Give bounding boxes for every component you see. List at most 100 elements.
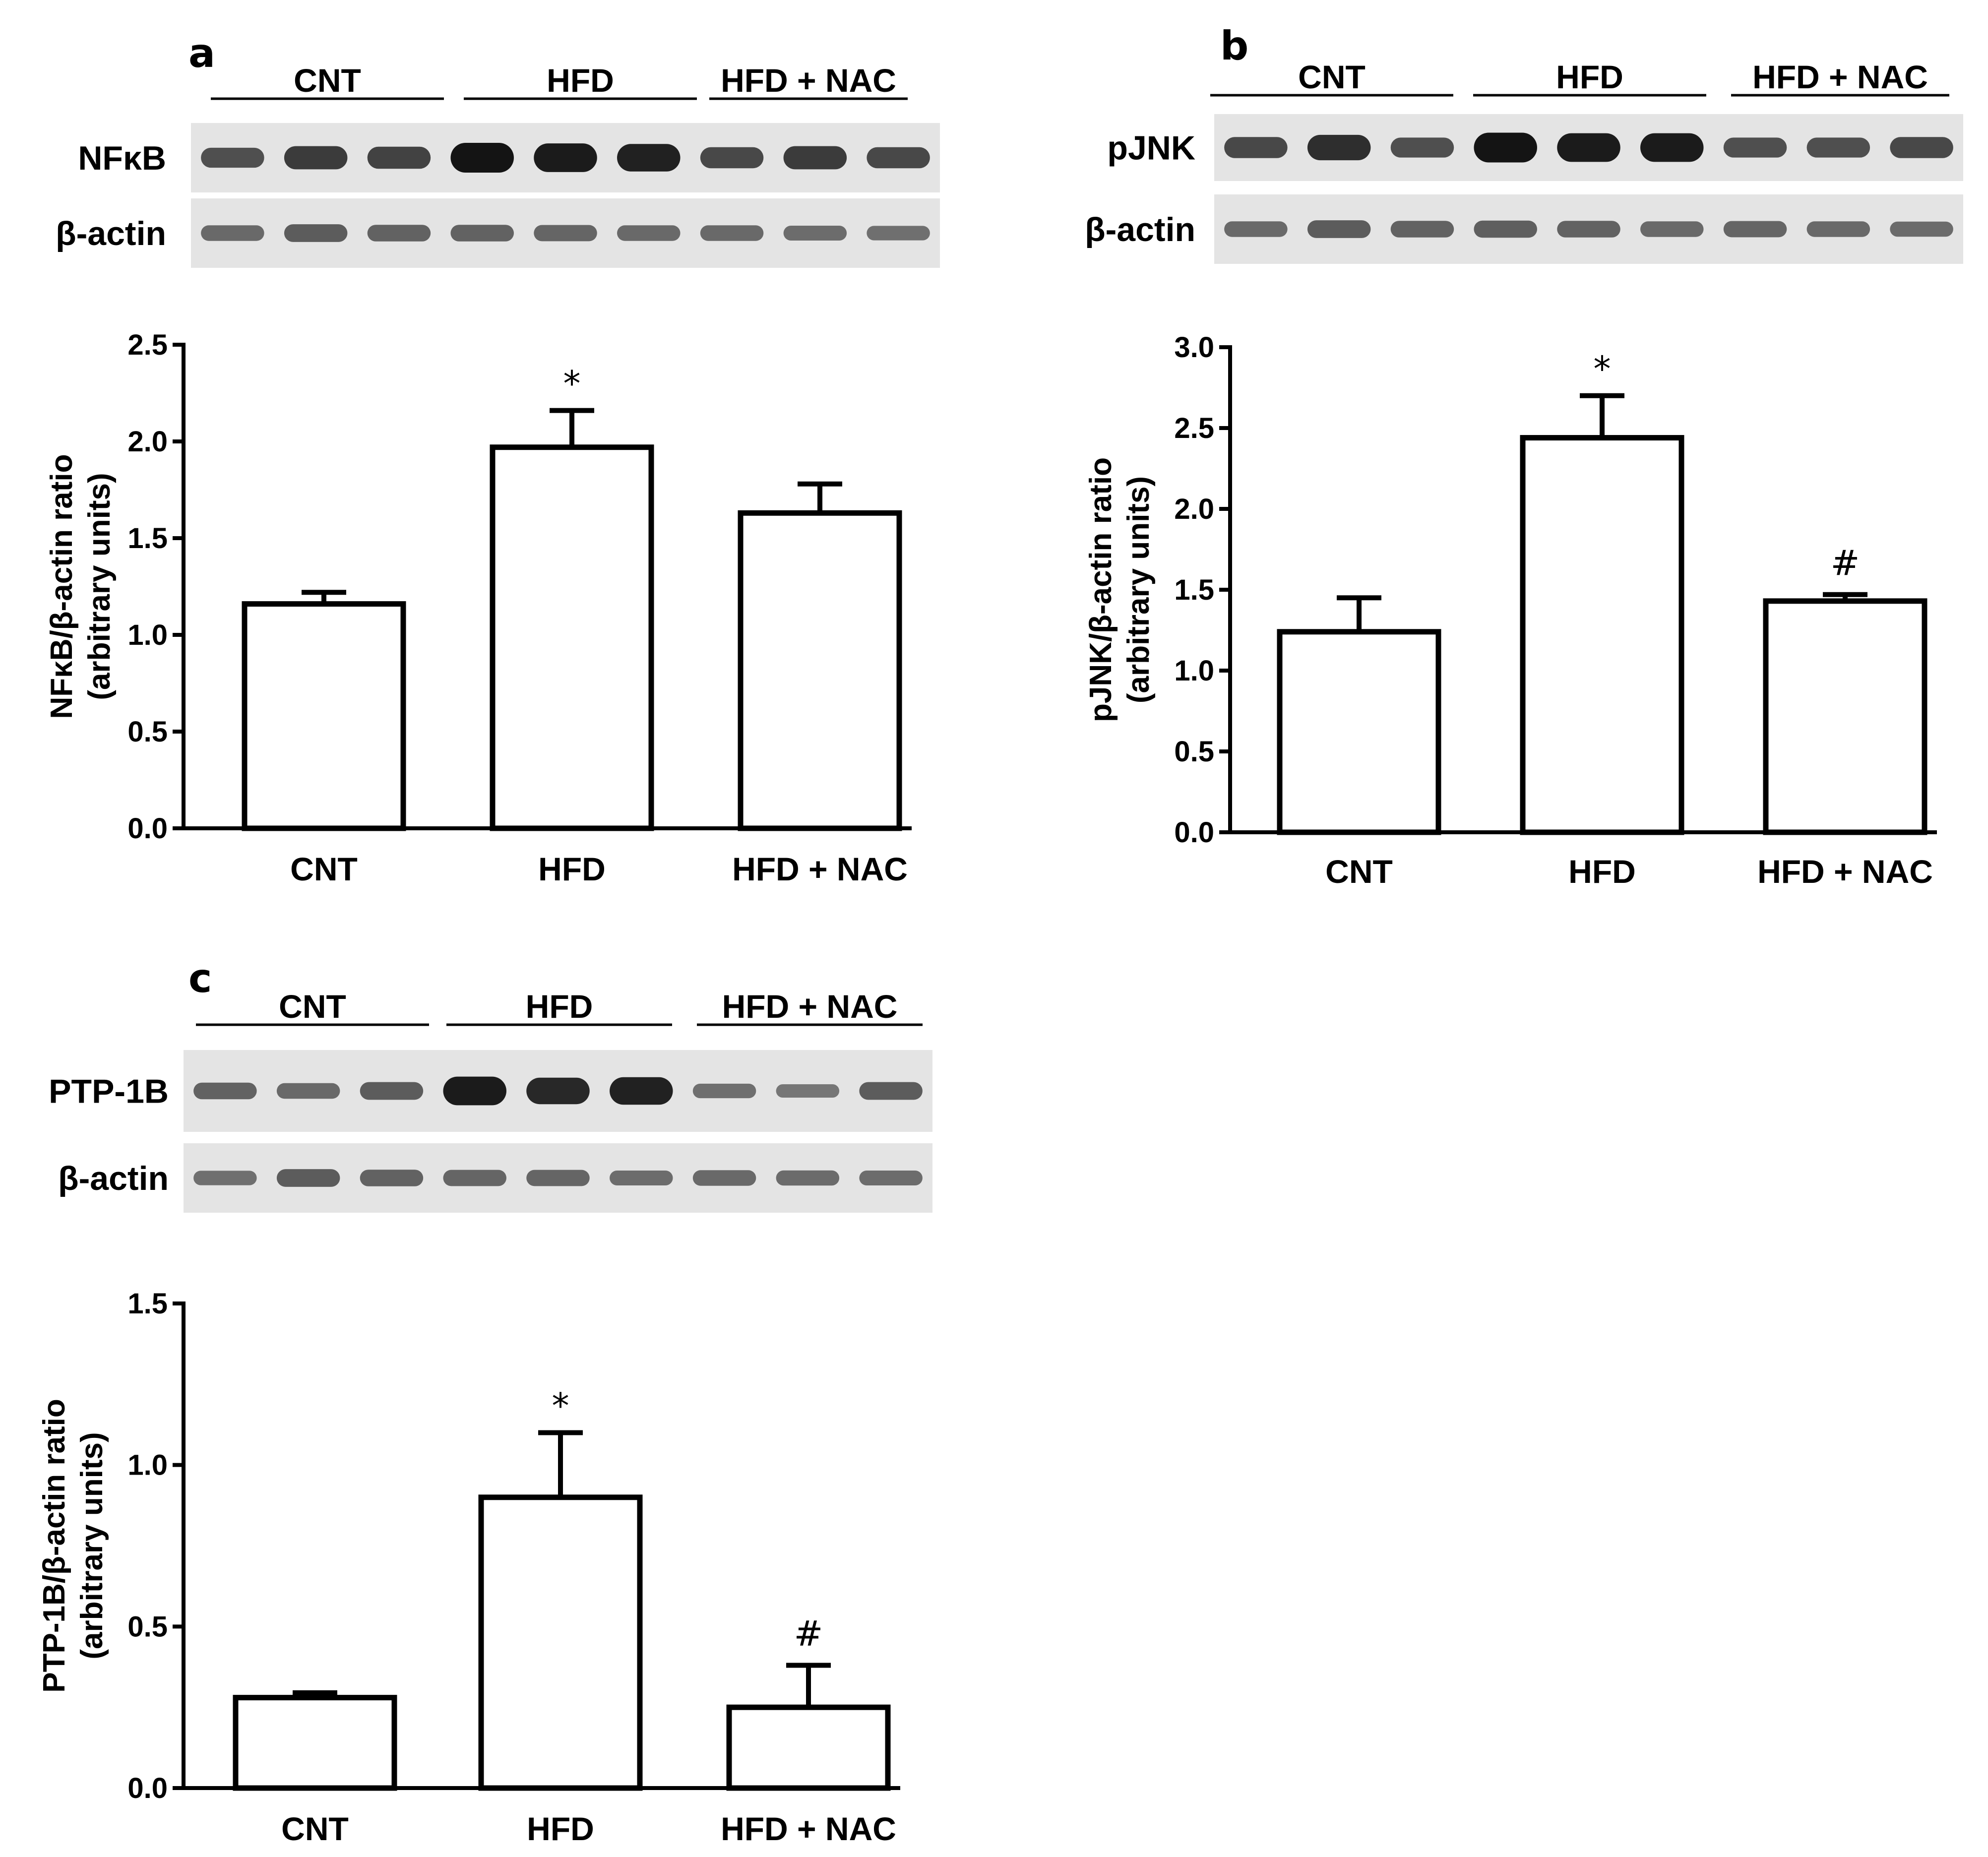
blot-band — [284, 224, 348, 242]
blot-band — [1474, 220, 1537, 238]
blot-band — [1723, 221, 1787, 238]
y-tick-label: 1.0 — [127, 1449, 168, 1482]
blot-band — [776, 1170, 840, 1186]
blot-band — [859, 1170, 923, 1186]
blot-band — [526, 1170, 590, 1186]
y-tick-label: 1.0 — [127, 619, 168, 651]
bar — [1763, 598, 1927, 835]
blot-row-label: β-actin — [56, 215, 166, 252]
blot-group-label: HFD — [1556, 59, 1623, 95]
significance-marker: * — [1594, 349, 1611, 389]
y-tick-label: 1.5 — [127, 1288, 168, 1320]
blot-band — [534, 143, 597, 172]
bar-chart: CNT * HFD HFD + NAC 0.0 0.5 1.0 1.5 2.0 2.5 NFκB/β… — [45, 329, 912, 887]
blot-band — [360, 1170, 424, 1186]
blot-band — [617, 144, 681, 172]
x-tick-label: CNT — [1325, 853, 1393, 890]
x-tick-label: HFD + NAC — [732, 851, 908, 887]
blot-band — [617, 225, 681, 241]
y-tick-label: 1.5 — [1174, 574, 1214, 606]
y-tick-label: 3.0 — [1174, 331, 1214, 364]
y-tick-label: 2.5 — [127, 329, 168, 361]
x-tick-label: CNT — [290, 851, 358, 887]
y-tick-label: 1.5 — [127, 522, 168, 555]
blot-band — [1224, 137, 1288, 158]
blot-row-label: pJNK — [1107, 129, 1195, 167]
bar — [490, 444, 654, 831]
y-axis-label-line: (arbitrary units) — [82, 473, 117, 700]
blot-row-label: β-actin — [1085, 211, 1195, 248]
blot-band — [276, 1083, 340, 1099]
blot-band — [201, 225, 264, 241]
y-tick-label: 1.0 — [1174, 655, 1214, 687]
blot-band — [783, 146, 847, 170]
x-tick-label: HFD — [1568, 853, 1636, 890]
blot-band — [360, 1082, 424, 1100]
blot-band — [276, 1169, 340, 1187]
blot-band — [534, 225, 597, 242]
blot-band — [610, 1077, 673, 1105]
x-tick-label: HFD + NAC — [1757, 853, 1933, 890]
y-tick-label: 0.5 — [127, 716, 168, 748]
panel-label: b — [1220, 23, 1248, 69]
blot-group-label: CNT — [279, 988, 346, 1025]
blot-band — [776, 1084, 840, 1098]
y-tick-label: 0.0 — [127, 812, 168, 845]
blot-band — [367, 146, 431, 169]
bar-chart: CNT * HFD # HFD + NAC 0.0 0.5 1.0 1.5 PTP-1B/β-ac… — [37, 1288, 900, 1847]
y-tick-label: 2.0 — [127, 426, 168, 458]
blot-band — [193, 1171, 257, 1185]
y-tick-label: 0.0 — [1174, 816, 1214, 849]
y-axis-label: PTP-1B/β-actin ratio (arbitrary units) — [37, 1399, 109, 1692]
blot-band — [1390, 137, 1454, 158]
blot-band — [443, 1170, 506, 1186]
blot-band — [700, 147, 764, 169]
blot-band — [1474, 132, 1537, 163]
blot-band — [1806, 221, 1870, 237]
x-tick-label: HFD — [538, 851, 606, 887]
blot-band — [859, 1082, 923, 1100]
significance-marker: # — [794, 1613, 823, 1654]
y-axis-label: pJNK/β-actin ratio (arbitrary units) — [1084, 457, 1156, 722]
y-tick-label: 0.0 — [127, 1772, 168, 1804]
blot-group-label: HFD — [526, 988, 593, 1025]
blot-group-label: HFD + NAC — [721, 62, 896, 99]
y-axis-label-line: NFκB/β-actin ratio — [45, 454, 79, 719]
significance-marker: # — [1831, 543, 1860, 583]
blot-band — [783, 225, 847, 241]
blot-row-label: NFκB — [78, 139, 166, 177]
bar — [233, 1695, 397, 1791]
y-axis-label-line: (arbitrary units) — [75, 1432, 109, 1659]
bar-chart: CNT * HFD # HFD + NAC 0.0 0.5 1.0 1.5 2.0 2.5 3.0 pJ… — [1084, 331, 1937, 890]
y-tick-label: 0.5 — [127, 1610, 168, 1643]
significance-marker: * — [563, 364, 581, 404]
bar — [1277, 629, 1441, 835]
bar — [242, 601, 406, 831]
blot-group-label: CNT — [1298, 59, 1366, 95]
y-tick-label: 2.5 — [1174, 412, 1214, 444]
blot-band — [1890, 137, 1953, 158]
blot-band — [1390, 221, 1454, 238]
y-tick-label: 0.5 — [1174, 736, 1214, 768]
blot-band — [1557, 221, 1620, 238]
blot-band — [1307, 220, 1371, 238]
y-axis-label: NFκB/β-actin ratio (arbitrary units) — [45, 454, 117, 719]
blot-band — [450, 143, 514, 173]
blot-row-label: β-actin — [58, 1160, 169, 1197]
blot-band — [1890, 221, 1953, 237]
y-axis-label-line: PTP-1B/β-actin ratio — [37, 1399, 71, 1692]
blot-band — [692, 1083, 756, 1099]
panel-label: c — [188, 955, 212, 1001]
blot-band — [1806, 137, 1870, 158]
y-axis-label-line: pJNK/β-actin ratio — [1084, 457, 1118, 722]
blot-band — [1224, 221, 1288, 237]
bar — [1520, 435, 1684, 835]
bar — [726, 1704, 891, 1791]
blot-group-label: CNT — [294, 62, 361, 99]
blot-band — [692, 1170, 756, 1186]
y-axis-label-line: (arbitrary units) — [1121, 476, 1156, 703]
blot-band — [867, 147, 930, 169]
blot-group-label: HFD + NAC — [1752, 59, 1928, 95]
